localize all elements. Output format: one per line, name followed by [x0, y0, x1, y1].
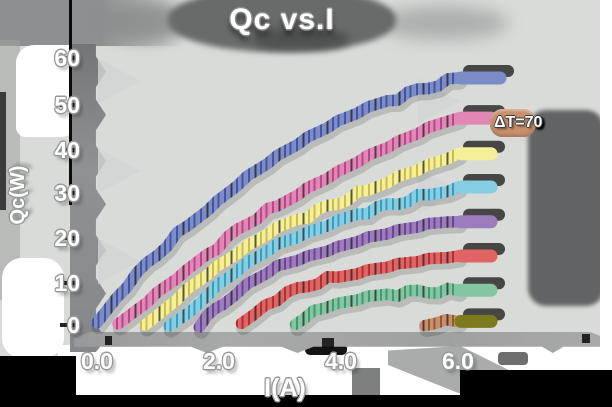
left-black-edge	[0, 92, 6, 210]
series-4	[193, 208, 505, 339]
curve-hatch	[289, 282, 464, 331]
x-tick-label: 4.0	[325, 348, 357, 374]
legend-swatch-dt70	[490, 109, 536, 137]
series-7	[419, 308, 505, 338]
y-tick-label: 50	[54, 92, 80, 118]
legend-label-dt70: ΔT=70	[494, 114, 543, 131]
curve-hatch	[112, 112, 464, 330]
y-tick-mark	[60, 148, 75, 152]
axis-black-bit	[322, 338, 334, 348]
gray-blob-near-6	[498, 352, 528, 365]
series-2	[139, 140, 505, 337]
y-tick-mark	[60, 236, 75, 240]
series-3	[163, 174, 505, 338]
background-triangle	[98, 58, 140, 104]
x-tick-label: 2.0	[203, 348, 235, 374]
y-tick-label: 40	[54, 137, 80, 163]
curve-hatch	[139, 147, 464, 331]
series-5	[235, 243, 505, 335]
background-triangle	[98, 148, 140, 194]
y-tick-label: 0	[67, 312, 80, 338]
series-6	[289, 277, 505, 336]
bottom-left-black-block	[0, 356, 76, 407]
right-white-strip	[600, 0, 612, 348]
y-tick-mark	[60, 323, 75, 327]
axis-black-bit	[582, 334, 590, 343]
y-tick-label: 60	[54, 45, 80, 71]
title-shadow-tail	[253, 28, 348, 50]
ylabel-white-blob-bottom	[2, 258, 64, 358]
y-tick-mark	[60, 281, 75, 285]
curve-hatch	[163, 181, 464, 332]
y-axis-black-line	[69, 0, 72, 205]
y-tick-mark	[60, 103, 75, 107]
curve-hatch	[91, 72, 464, 329]
y-tick-label: 10	[54, 270, 80, 296]
y-tick-label: 20	[54, 225, 80, 251]
x-tick-label: 0.0	[81, 348, 113, 374]
y-tick-mark	[60, 191, 75, 195]
y-axis-label: Qc(W)	[7, 165, 29, 225]
x-tick-label: 6.0	[442, 348, 474, 374]
y-tick-label: 30	[54, 180, 80, 206]
axis-black-bit	[105, 336, 112, 345]
series-1	[112, 105, 505, 336]
x-axis-label: I(A)	[264, 374, 306, 402]
curve-hatch	[419, 313, 464, 332]
curve-hatch	[235, 250, 464, 330]
legend-shadow-blob	[528, 110, 604, 306]
title-shadow-smear-right	[378, 6, 508, 40]
series-0	[91, 65, 514, 335]
bottom-black-strip	[76, 395, 612, 407]
chart-title: Qc vs.I	[229, 3, 335, 36]
curve-hatch	[193, 216, 464, 333]
y-tick-mark	[60, 56, 75, 60]
